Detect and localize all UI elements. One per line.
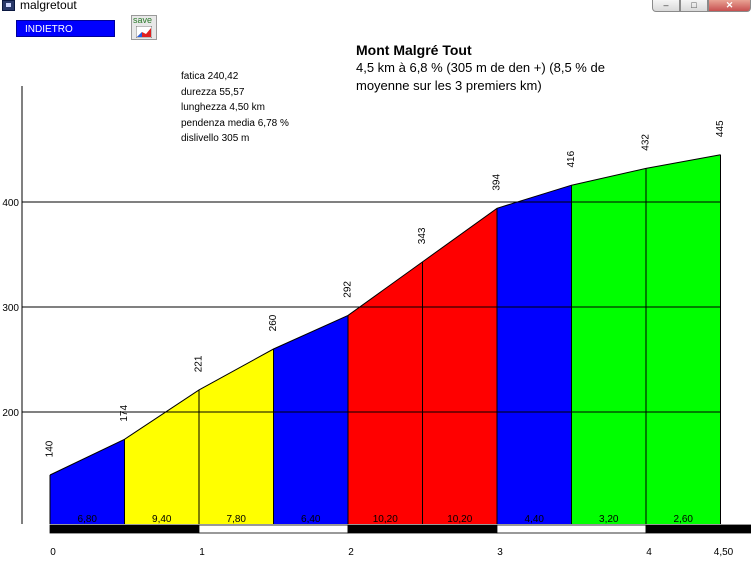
- stat-fatigue: fatica 240,42: [181, 71, 239, 82]
- x-tick-label: 1: [199, 547, 205, 558]
- stats-panel: fatica 240,42 durezza 55,57 lunghezza 4,…: [181, 69, 289, 147]
- km-bar-segment: [49, 524, 200, 534]
- profile-segment: [273, 315, 348, 524]
- km-bar-segment: [347, 524, 498, 534]
- save-label: save: [133, 15, 153, 25]
- profile-segment: [50, 439, 125, 524]
- elevation-label: 394: [492, 174, 503, 191]
- grade-label: 4,40: [525, 514, 545, 525]
- profile-segment: [199, 349, 274, 524]
- grade-label: 6,40: [301, 514, 321, 525]
- stat-length: lunghezza 4,50 km: [181, 102, 265, 113]
- elevation-label: 416: [566, 150, 577, 167]
- maximize-button[interactable]: □: [680, 0, 708, 12]
- minimize-icon: –: [663, 0, 669, 10]
- elevation-label: 343: [417, 227, 428, 244]
- elevation-label: 292: [343, 281, 354, 298]
- elevation-label: 445: [715, 120, 726, 137]
- x-tick-label: 2: [348, 547, 354, 558]
- grade-label: 10,20: [447, 514, 472, 525]
- climb-description: Mont Malgré Tout 4,5 km à 6,8 % (305 m d…: [356, 41, 646, 95]
- elevation-label: 174: [119, 405, 130, 422]
- km-bar-segment: [198, 524, 349, 534]
- km-bar-segment: [645, 524, 751, 534]
- window-titlebar: malgretout – □ ✕: [0, 0, 751, 14]
- profile-segment: [571, 168, 646, 524]
- x-tick-label: 4,50: [714, 547, 734, 558]
- y-tick-label: 200: [2, 408, 19, 419]
- profile-line: [49, 154, 721, 476]
- grade-label: 3,20: [599, 514, 619, 525]
- back-button[interactable]: INDIETRO: [16, 20, 115, 37]
- profile-segment: [348, 261, 423, 524]
- app-icon: [2, 0, 15, 11]
- y-tick-label: 400: [2, 198, 19, 209]
- elevation-label: 221: [194, 355, 205, 372]
- grade-label: 2,60: [674, 514, 694, 525]
- save-chart-icon: [136, 26, 152, 38]
- profile-segment: [497, 185, 572, 524]
- x-tick-label: 0: [50, 547, 56, 558]
- stat-hardness: durezza 55,57: [181, 86, 245, 98]
- stat-avg-gradient: pendenza media 6,78 %: [181, 117, 289, 129]
- climb-subtitle: 4,5 km à 6,8 % (305 m de den +) (8,5 % d…: [356, 60, 605, 93]
- x-tick-label: 3: [497, 547, 503, 558]
- grade-label: 6,80: [78, 514, 98, 525]
- y-tick-label: 300: [2, 303, 19, 314]
- km-bar-segment: [496, 524, 647, 534]
- grade-label: 7,80: [227, 514, 247, 525]
- elevation-label: 432: [641, 134, 652, 151]
- profile-segment: [124, 389, 199, 524]
- close-icon: ✕: [725, 0, 734, 10]
- elevation-label: 140: [45, 440, 56, 457]
- profile-segment: [422, 208, 497, 525]
- climb-title: Mont Malgré Tout: [356, 42, 472, 58]
- maximize-icon: □: [691, 0, 697, 10]
- x-tick-label: 4: [646, 547, 652, 558]
- window-title: malgretout: [20, 0, 77, 12]
- profile-segment: [646, 154, 721, 524]
- save-button[interactable]: save: [131, 15, 157, 40]
- stat-elevation-gain: dislivello 305 m: [181, 133, 250, 144]
- grade-label: 10,20: [373, 514, 398, 525]
- elevation-label: 260: [268, 314, 279, 331]
- minimize-button[interactable]: –: [652, 0, 680, 12]
- grade-label: 9,40: [152, 514, 172, 525]
